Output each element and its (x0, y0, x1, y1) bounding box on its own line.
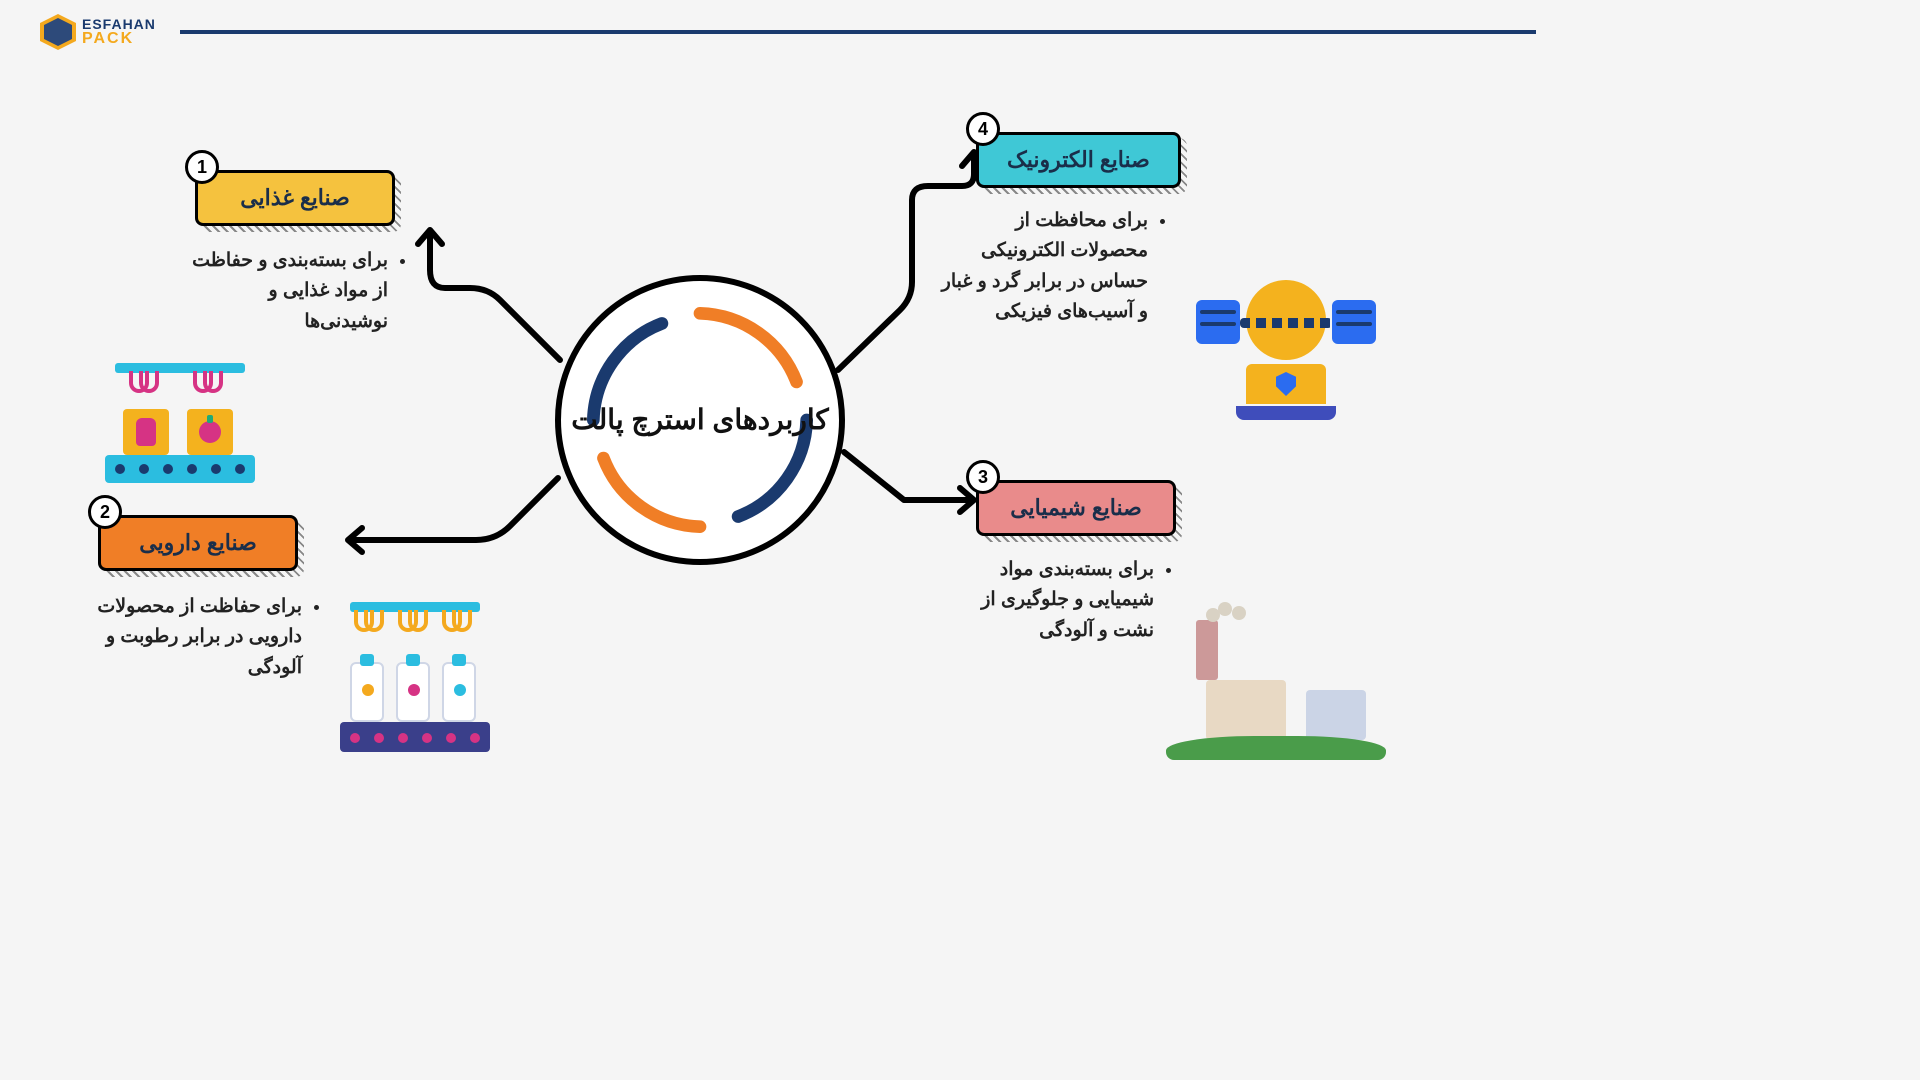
node-pharma-badge: 2 (88, 495, 122, 529)
node-pharma: صنایع دارویی 2 (98, 515, 298, 571)
pharma-conveyor-icon (340, 602, 490, 752)
center-title: کاربردهای استرچ پالت (571, 400, 828, 439)
node-food-box: صنایع غذایی (195, 170, 395, 226)
node-electronics-desc: برای محافظت از محصولات الکترونیکی حساس د… (940, 206, 1170, 328)
node-food: صنایع غذایی 1 (195, 170, 395, 226)
node-pharma-label: صنایع دارویی (139, 530, 257, 555)
connector-n2 (348, 478, 558, 552)
node-chemical: صنایع شیمیایی 3 (976, 480, 1176, 536)
desc-text: برای حفاظت از محصولات دارویی در برابر رط… (74, 592, 302, 683)
center-hub: کاربردهای استرچ پالت (555, 275, 845, 565)
badge-num: 3 (978, 467, 988, 488)
badge-num: 4 (978, 119, 988, 140)
node-food-desc: برای بسته‌بندی و حفاظت از مواد غذایی و ن… (180, 246, 410, 337)
electronics-security-icon (1196, 280, 1376, 420)
node-food-badge: 1 (185, 150, 219, 184)
connector-n3 (844, 452, 974, 512)
node-food-label: صنایع غذایی (240, 185, 350, 210)
badge-num: 1 (197, 157, 207, 178)
food-conveyor-icon (105, 363, 255, 483)
factory-icon (1176, 610, 1376, 760)
desc-text: برای بسته‌بندی و حفاظت از مواد غذایی و ن… (180, 246, 388, 337)
node-chemical-badge: 3 (966, 460, 1000, 494)
node-pharma-desc: برای حفاظت از محصولات دارویی در برابر رط… (74, 592, 324, 683)
node-pharma-box: صنایع دارویی (98, 515, 298, 571)
desc-text: برای بسته‌بندی مواد شیمیایی و جلوگیری از… (946, 555, 1154, 646)
node-electronics-label: صنایع الکترونیک (1007, 147, 1150, 172)
node-chemical-desc: برای بسته‌بندی مواد شیمیایی و جلوگیری از… (946, 555, 1176, 646)
node-electronics: صنایع الکترونیک 4 (976, 132, 1181, 188)
node-chemical-label: صنایع شیمیایی (1010, 495, 1142, 520)
connector-n1 (418, 230, 560, 360)
badge-num: 2 (100, 502, 110, 523)
node-chemical-box: صنایع شیمیایی (976, 480, 1176, 536)
node-electronics-badge: 4 (966, 112, 1000, 146)
node-electronics-box: صنایع الکترونیک (976, 132, 1181, 188)
desc-text: برای محافظت از محصولات الکترونیکی حساس د… (940, 206, 1148, 328)
